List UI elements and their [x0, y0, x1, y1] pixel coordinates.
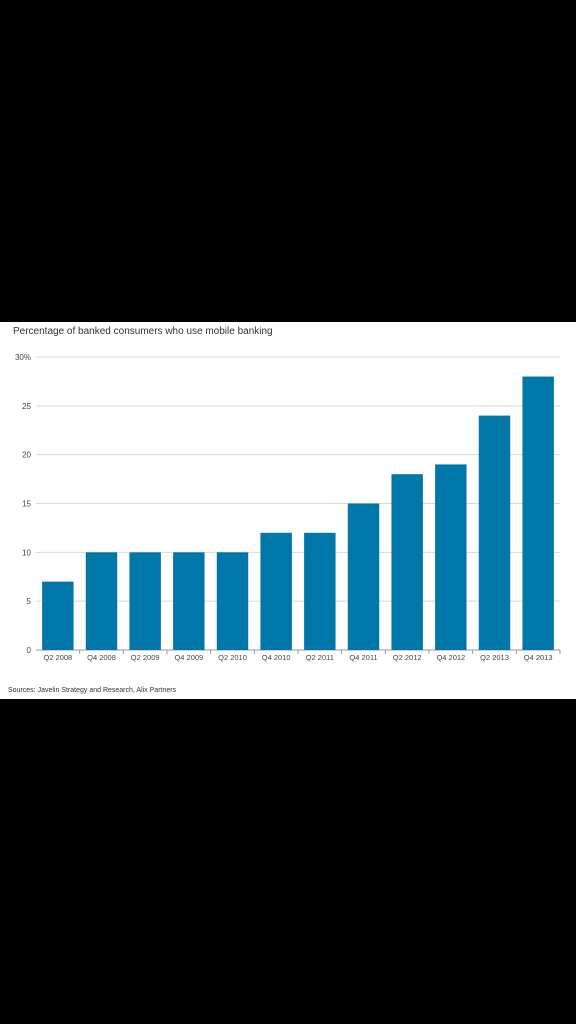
bar: [304, 532, 336, 650]
bar: [347, 503, 380, 650]
y-tick-label: 15: [22, 500, 31, 509]
bar: [391, 474, 423, 650]
chart-source: Sources: Javelin Strategy and Research, …: [8, 687, 177, 694]
y-tick-label: 30%: [15, 353, 31, 362]
x-tick-label: Q2 2009: [131, 653, 160, 662]
chart-panel: Percentage of banked consumers who use m…: [0, 322, 576, 699]
bar: [173, 552, 205, 650]
x-tick-label: Q4 2011: [349, 653, 377, 662]
bar-chart: 0 5 10 15 20 25 30% Q2 2008 Q4 2008 Q2 2009 Q4 200…: [15, 353, 561, 662]
y-tick-label: 0: [27, 646, 32, 655]
x-tick-label: Q2 2011: [306, 653, 334, 662]
x-tick-label: Q4 2010: [262, 653, 291, 662]
x-tick-label: Q4 2009: [174, 653, 203, 662]
bar: [85, 552, 118, 650]
bar: [260, 532, 292, 650]
bar: [435, 464, 467, 650]
bar: [478, 415, 511, 650]
bar: [42, 581, 74, 650]
y-tick-label: 20: [22, 451, 31, 460]
bar: [522, 376, 554, 650]
bar: [129, 552, 161, 650]
x-tick-label: Q2 2010: [218, 653, 247, 662]
y-tick-label: 5: [27, 597, 32, 606]
y-tick-label: 10: [22, 548, 31, 557]
x-tick-label: Q2 2012: [393, 653, 422, 662]
y-tick-label: 25: [22, 402, 31, 411]
x-tick-label: Q2 2013: [480, 653, 509, 662]
chart-title: Percentage of banked consumers who use m…: [13, 326, 273, 337]
x-tick-label: Q2 2008: [43, 653, 72, 662]
bar: [216, 552, 249, 650]
x-tick-label: Q4 2008: [87, 653, 116, 662]
x-tick-label: Q4 2013: [524, 653, 553, 662]
x-tick-label: Q4 2012: [436, 653, 465, 662]
